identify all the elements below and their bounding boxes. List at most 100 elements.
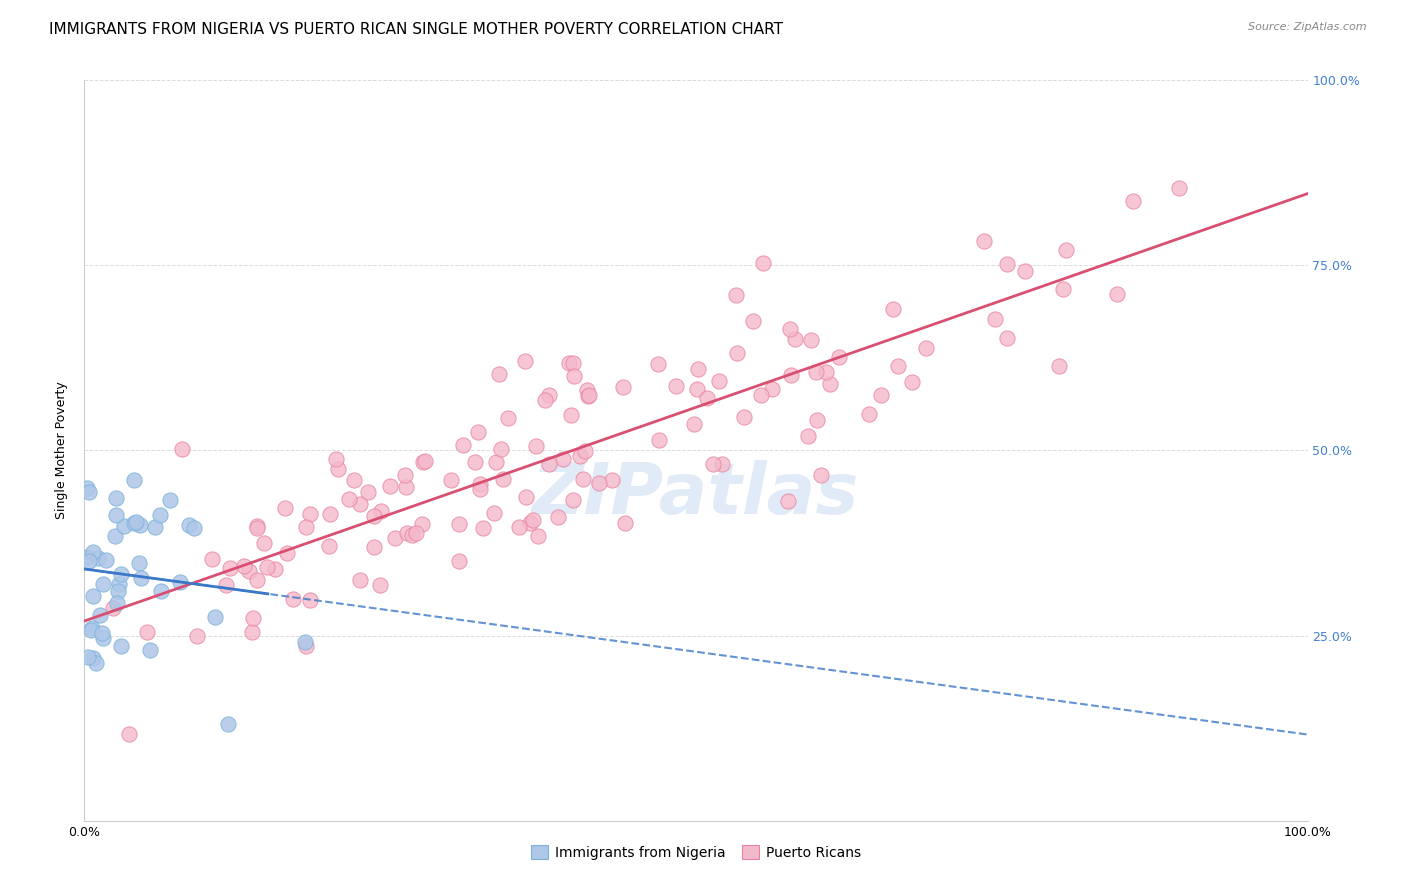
Text: ZIPatlas: ZIPatlas [533,460,859,529]
Point [870,388,893,402]
Text: Source: ZipAtlas.com: Source: ZipAtlas.com [1249,22,1367,32]
Point [91,626,114,640]
Point [150,583,173,598]
Point [547,509,569,524]
Point [485,454,508,468]
Point [785,332,807,346]
Point [1168,180,1191,194]
Point [356,484,378,499]
Point [218,717,240,731]
Point [776,494,799,508]
Point [325,451,347,466]
Point [818,377,841,392]
Point [246,519,269,533]
Point [779,322,801,336]
Point [96,553,118,567]
Point [806,365,828,379]
Point [401,528,423,542]
Point [412,455,434,469]
Point [232,558,254,573]
Point [686,362,709,376]
Point [82,545,104,559]
Point [709,374,731,388]
Point [752,256,775,270]
Point [76,550,98,565]
Point [1052,282,1074,296]
Point [91,577,114,591]
Point [378,479,401,493]
Point [122,473,145,487]
Point [159,493,181,508]
Point [129,571,152,585]
Point [538,388,561,402]
Point [186,629,208,643]
Point [108,576,131,591]
Point [665,378,688,392]
Point [405,526,427,541]
Point [318,539,340,553]
Point [564,368,586,383]
Point [508,520,530,534]
Point [492,472,515,486]
Point [995,331,1018,345]
Point [814,365,837,379]
Point [800,333,823,347]
Point [238,564,260,578]
Point [82,589,104,603]
Point [562,493,585,508]
Point [647,357,669,371]
Legend: Immigrants from Nigeria, Puerto Ricans: Immigrants from Nigeria, Puerto Ricans [526,839,866,865]
Point [252,535,274,549]
Point [411,517,433,532]
Point [527,529,550,543]
Point [299,507,322,521]
Point [537,457,560,471]
Point [201,552,224,566]
Point [349,496,371,510]
Point [489,442,512,456]
Point [810,467,832,482]
Point [742,314,765,328]
Point [125,515,148,529]
Point [129,518,152,533]
Point [561,356,583,370]
Point [326,462,349,476]
Point [882,302,904,317]
Point [858,408,880,422]
Point [112,519,135,533]
Point [472,520,495,534]
Point [143,520,166,534]
Point [104,508,127,523]
Point [995,257,1018,271]
Point [828,350,851,364]
Point [82,621,104,635]
Point [887,359,910,373]
Point [91,631,114,645]
Point [170,442,193,456]
Point [177,518,200,533]
Point [1122,194,1144,208]
Point [702,457,724,471]
Point [240,625,263,640]
Point [576,388,599,402]
Point [574,443,596,458]
Point [77,650,100,665]
Point [413,454,436,468]
Point [779,368,801,382]
Point [733,410,755,425]
Point [101,601,124,615]
Point [711,457,734,471]
Point [276,545,298,559]
Point [588,476,610,491]
Point [299,592,322,607]
Point [612,379,634,393]
Point [578,388,600,402]
Point [1054,243,1077,257]
Point [551,451,574,466]
Point [440,473,463,487]
Point [384,531,406,545]
Point [983,312,1005,326]
Point [572,472,595,486]
Point [648,433,671,447]
Point [468,482,491,496]
